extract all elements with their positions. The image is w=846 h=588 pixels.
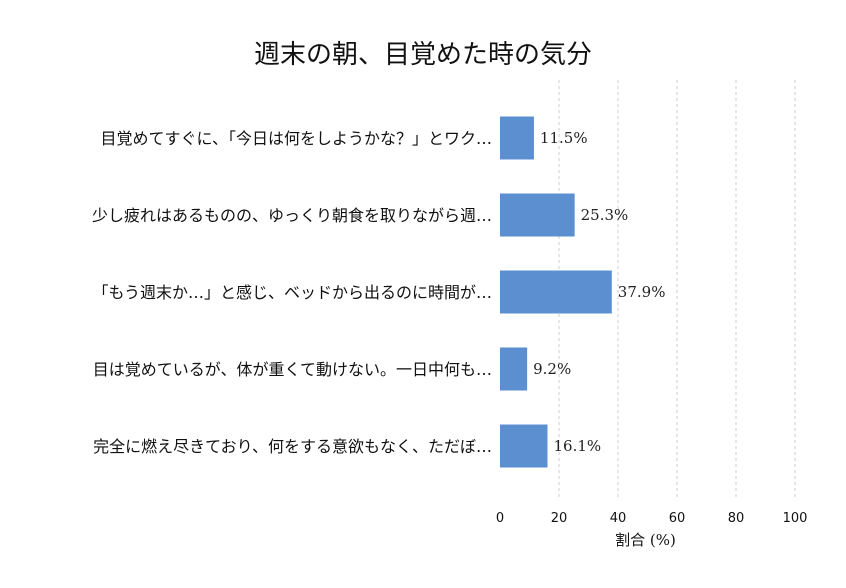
bar-value-label: 9.2% (533, 360, 571, 378)
x-tick-label: 100 (783, 511, 808, 526)
x-tick-label: 0 (496, 511, 504, 526)
category-label: 「もう週末か…」と感じ、ベッドから出るのに時間が… (92, 283, 492, 302)
category-label: 完全に燃え尽きており、何をする意欲もなく、ただぼ… (93, 437, 492, 456)
bar (500, 270, 612, 314)
bar-value-label: 37.9% (618, 283, 666, 301)
bar-value-label: 25.3% (581, 206, 629, 224)
category-label: 目覚めてすぐに、「今日は何をしようかな？」とワク… (100, 129, 492, 148)
category-label: 少し疲れはあるものの、ゆっくり朝食を取りながら週… (92, 206, 492, 225)
bar-value-label: 16.1% (553, 437, 601, 455)
x-tick-label: 80 (728, 511, 745, 526)
bar-value-label: 11.5% (540, 129, 588, 147)
x-tick-label: 60 (669, 511, 686, 526)
bar (500, 424, 548, 468)
x-tick-label: 20 (551, 511, 568, 526)
chart-title: 週末の朝、目覚めた時の気分 (253, 40, 592, 70)
bar (500, 347, 528, 391)
category-label: 目は覚めているが、体が重くて動けない。一日中何も… (93, 360, 492, 379)
bar (500, 193, 575, 237)
x-axis-title: 割合 (%) (615, 531, 676, 549)
bar (500, 116, 534, 160)
x-tick-label: 40 (610, 511, 627, 526)
